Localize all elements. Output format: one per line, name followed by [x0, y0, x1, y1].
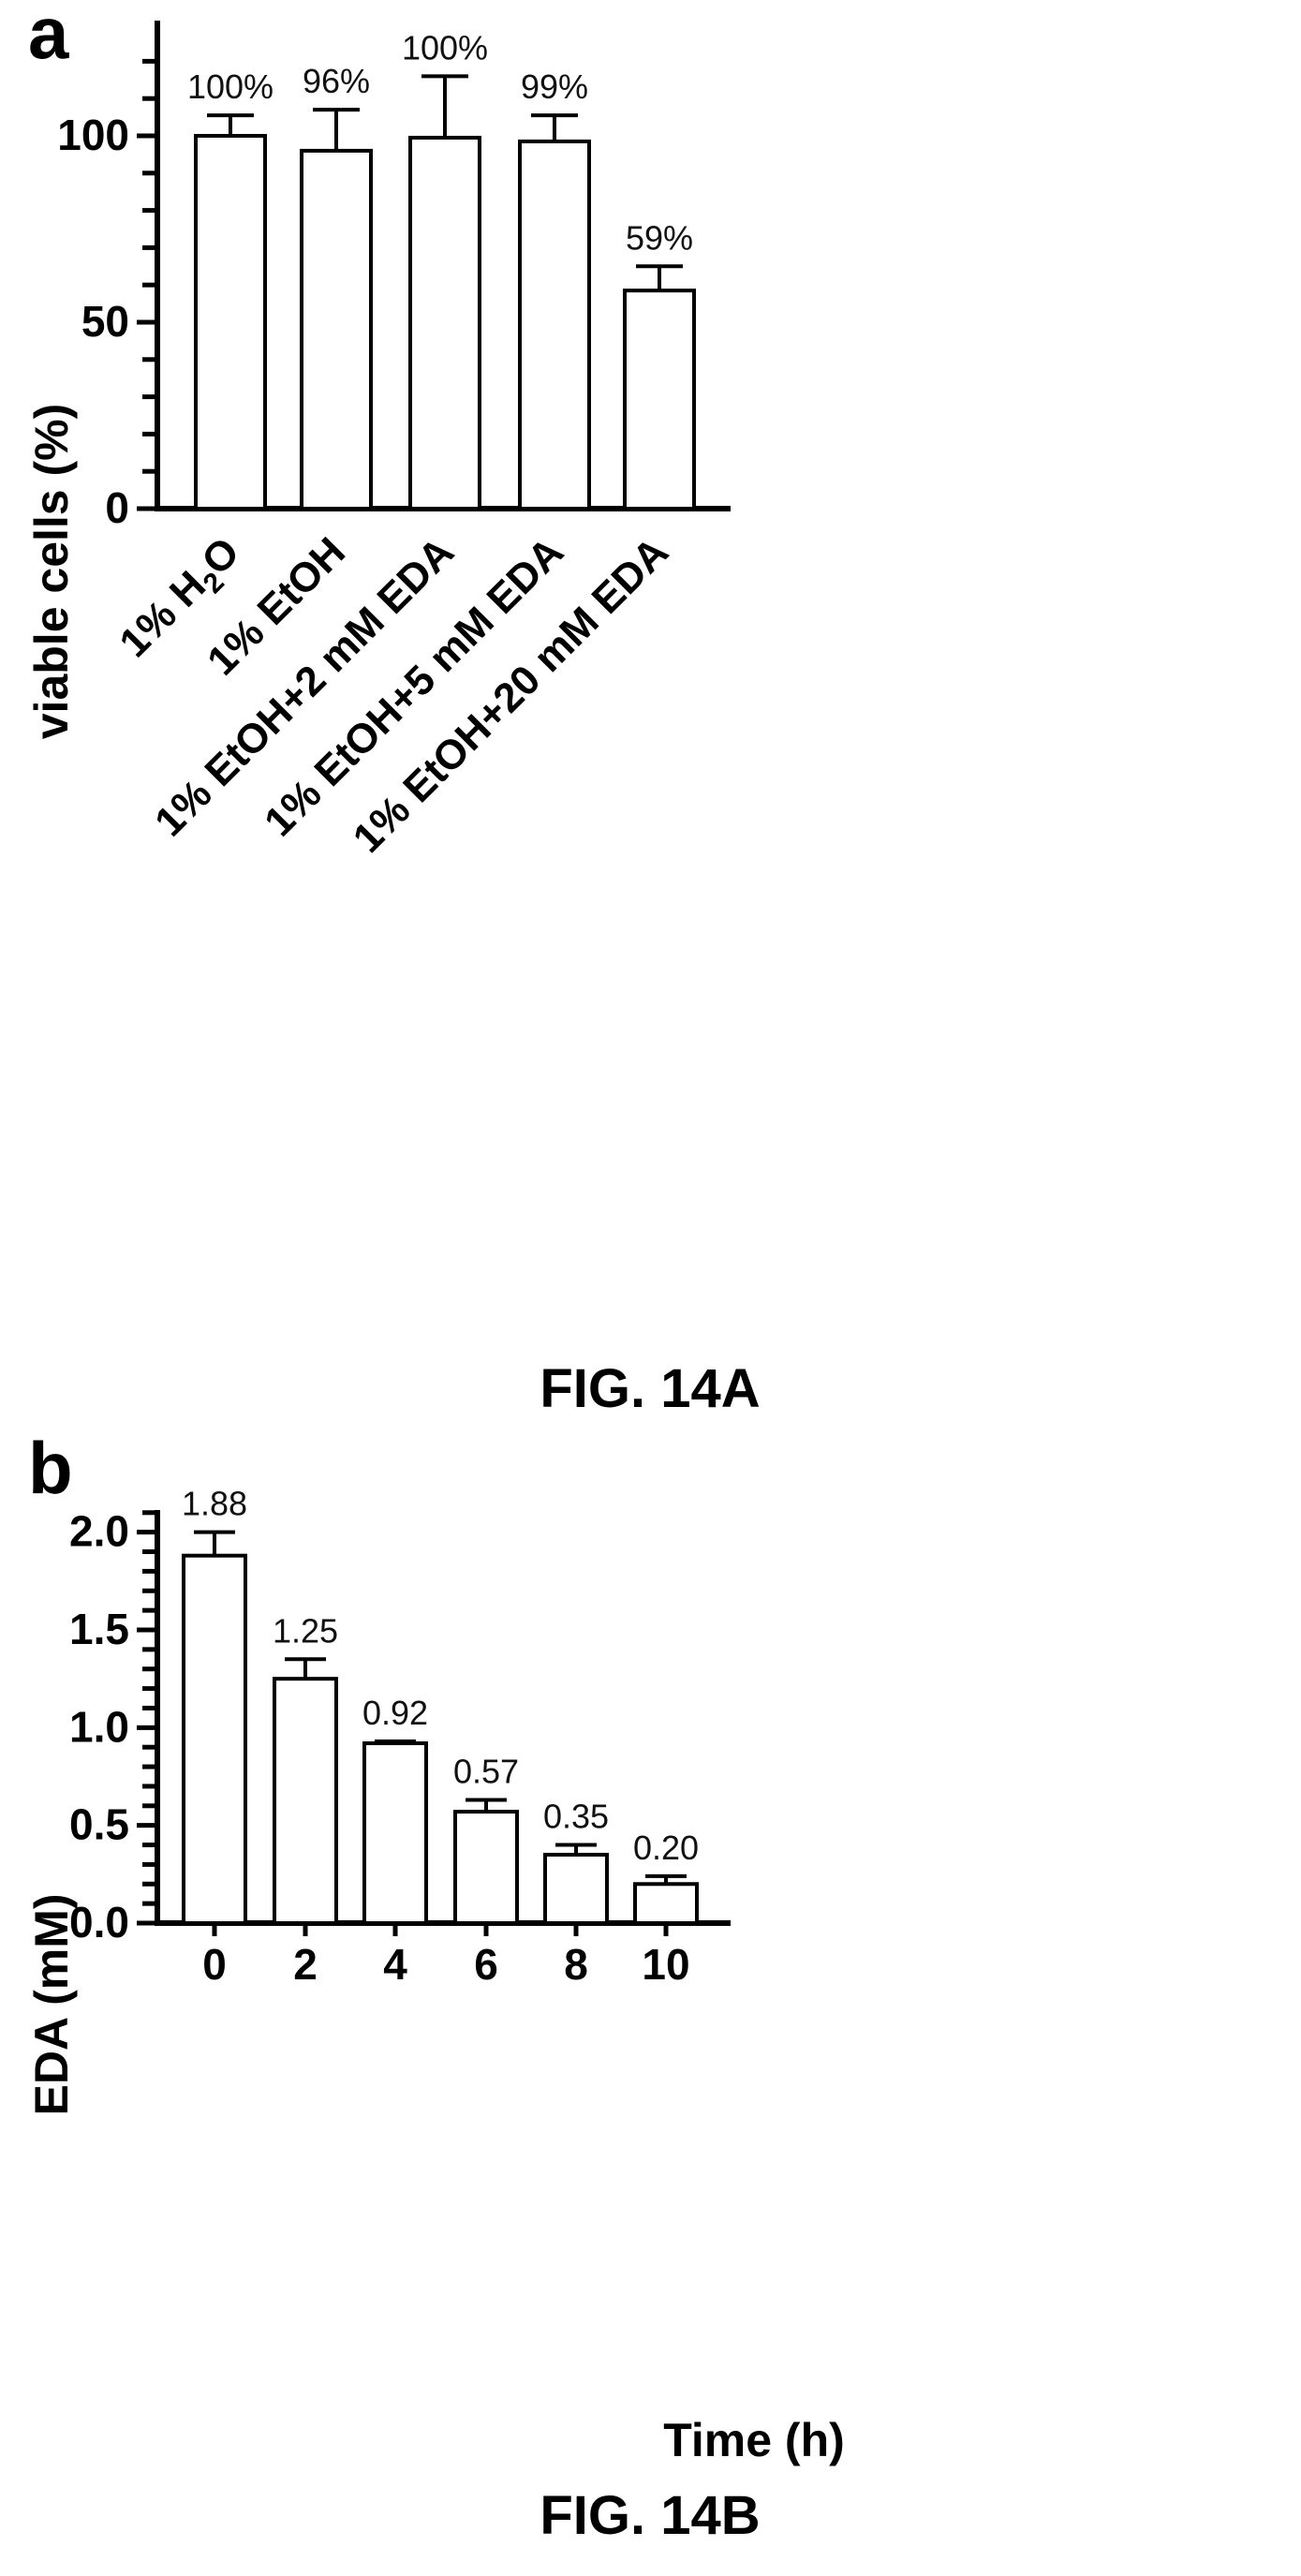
- bar-b: [453, 1810, 519, 1926]
- figure-caption-b: FIG. 14B: [540, 2485, 760, 2546]
- bar-a: [518, 139, 591, 511]
- y-tick-label-a: 0: [105, 483, 129, 532]
- data-label-a: 100%: [402, 28, 488, 67]
- data-label-b: 0.35: [543, 1798, 609, 1836]
- bar-b: [633, 1882, 699, 1926]
- data-label-a: 59%: [626, 218, 693, 257]
- x-tick-label-b: 0: [202, 1940, 227, 1989]
- data-label-b: 1.25: [273, 1611, 338, 1650]
- bars-a: 100% 96% 100% 99% 59%: [187, 28, 696, 511]
- y-tick-label-b: 2.0: [69, 1507, 129, 1556]
- x-tick-label-b: 4: [383, 1940, 407, 1989]
- data-label-b: 1.88: [182, 1485, 247, 1523]
- panel-letter-a: a: [28, 0, 69, 74]
- data-label-b: 0.57: [453, 1753, 519, 1791]
- bar-b: [362, 1741, 428, 1925]
- data-label-b: 0.20: [633, 1828, 699, 1867]
- data-label-a: 96%: [303, 62, 370, 100]
- y-tick-label-a: 50: [81, 297, 129, 346]
- x-tick-label-b: 8: [564, 1940, 588, 1989]
- bar-b: [182, 1553, 247, 1925]
- y-axis-label-a: viable cells (%): [25, 404, 78, 740]
- bar-a: [623, 289, 696, 511]
- bar-b: [273, 1677, 338, 1925]
- x-tick-label-b: 2: [293, 1940, 318, 1989]
- bar-a: [194, 134, 267, 511]
- y-tick-label-b: 0.0: [69, 1898, 129, 1947]
- data-label-a: 100%: [187, 67, 274, 106]
- y-tick-label-b: 1.0: [69, 1702, 129, 1751]
- y-tick-label-b: 1.5: [69, 1605, 129, 1653]
- bars-b: 1.88 1.25 0.92 0.57 0.35 0.20: [182, 1485, 699, 1926]
- data-label-b: 0.92: [362, 1694, 428, 1732]
- x-tick-labels-b: 0 2 4 6 8 10: [202, 1940, 689, 1989]
- y-axis-label-b: EDA (mM): [25, 1893, 78, 2115]
- bar-a: [408, 135, 481, 511]
- bar-a: [300, 148, 373, 511]
- chart-panel-b: b EDA (mM) 0.0 0.5 1.0 1.5 2.0 1.88 1.25 0.92 0…: [25, 1427, 845, 2546]
- y-tick-label-b: 0.5: [69, 1800, 129, 1849]
- figure-caption-a: FIG. 14A: [540, 1358, 760, 1419]
- chart-panel-a: a viable cells (%) 0 50 100 100% 96% 100% 99%…: [25, 0, 761, 1419]
- data-label-a: 99%: [521, 67, 588, 106]
- x-tick-label-b: 6: [474, 1940, 498, 1989]
- bar-b: [543, 1852, 609, 1926]
- panel-letter-b: b: [28, 1427, 73, 1509]
- y-tick-label-a: 100: [57, 111, 129, 159]
- x-axis-label-b: Time (h): [663, 2414, 845, 2466]
- x-tick-label-b: 10: [642, 1940, 689, 1989]
